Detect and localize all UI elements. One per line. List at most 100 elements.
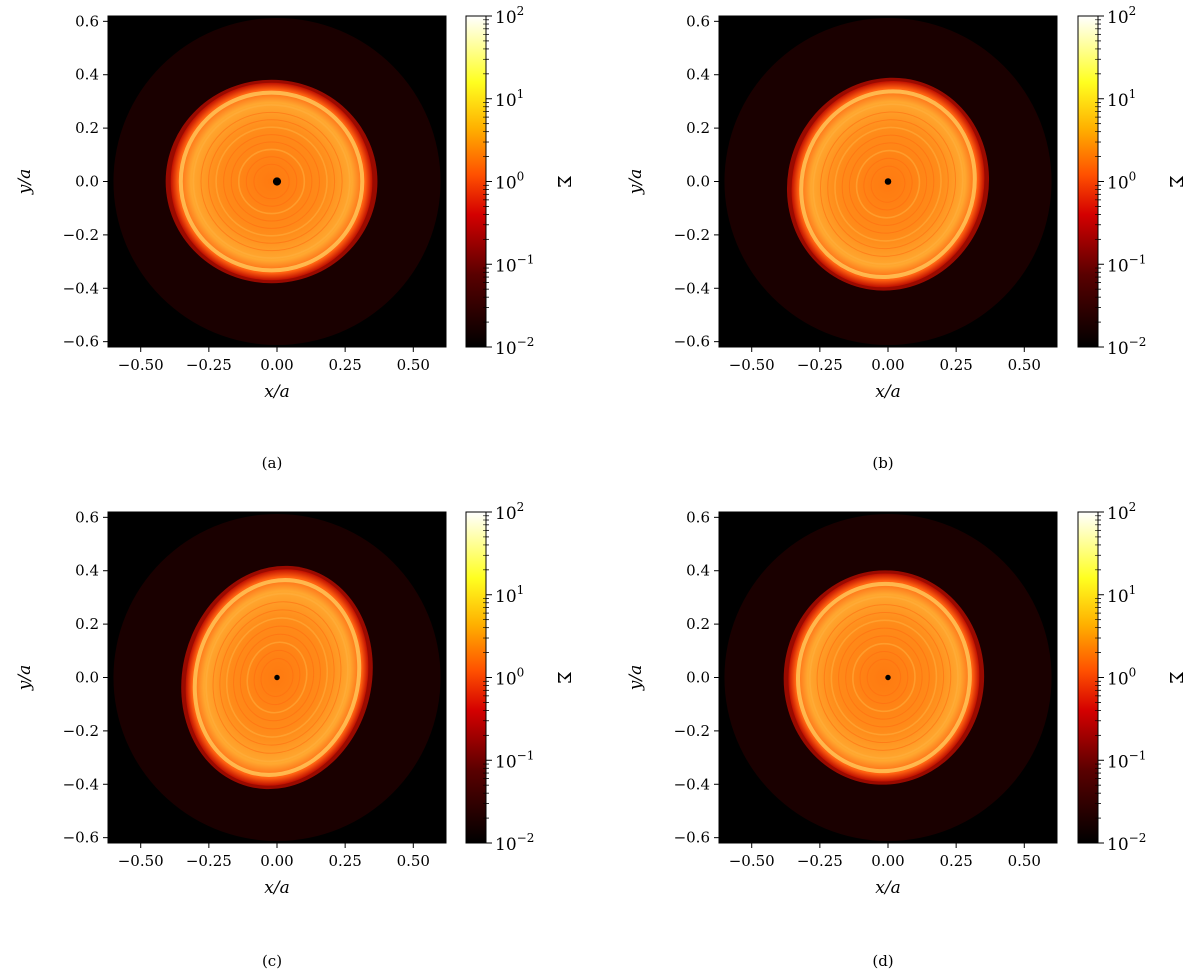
y-tick-label: 0.0 <box>75 173 99 191</box>
panel-caption: (d) <box>872 952 893 970</box>
disk-rim <box>799 89 977 279</box>
density-ring <box>212 601 342 754</box>
x-axis-label: x/a <box>875 878 900 898</box>
x-tick-label: −0.50 <box>729 852 775 870</box>
x-tick-label: −0.25 <box>797 356 843 374</box>
colorbar-tick-label: 10−2 <box>495 831 534 855</box>
colorbar-tick-label: 10−1 <box>495 748 534 772</box>
y-tick-label: 0.6 <box>75 508 99 526</box>
y-tick-label: 0.4 <box>686 562 710 580</box>
density-ring <box>848 142 928 226</box>
colorbar-tick-label: 10−2 <box>1107 335 1146 359</box>
density-ring <box>866 658 902 697</box>
colorbar-label: Σ <box>553 175 574 188</box>
disk-body <box>170 82 373 281</box>
y-tick-label: −0.2 <box>674 722 710 740</box>
y-tick-label: 0.2 <box>686 119 710 137</box>
density-ring <box>192 104 351 259</box>
y-tick-label: 0.6 <box>75 12 99 30</box>
colorbar-tick-label: 100 <box>495 666 524 690</box>
x-tick-label: −0.25 <box>186 356 232 374</box>
x-tick-label: −0.50 <box>118 852 164 870</box>
density-ring <box>233 625 321 730</box>
panel-caption: (c) <box>262 952 282 970</box>
disk-rim <box>192 578 362 777</box>
density-ring <box>852 642 916 713</box>
y-tick-label: 0.0 <box>686 669 710 687</box>
x-tick-label: 0.00 <box>260 356 293 374</box>
panel-a: −0.50 −0.25 0.00 0.25 0.50 0.6 0.4 0.2 0.0 −0.2 −0… <box>15 4 574 472</box>
colorbar-tick-label: 101 <box>495 583 524 607</box>
x-tick-label: 0.50 <box>397 852 430 870</box>
x-tick-label: −0.25 <box>797 852 843 870</box>
panel-d: −0.50 −0.25 0.00 0.25 0.50 0.6 0.4 0.2 0.0 −0.2 −0… <box>626 500 1186 970</box>
y-tick-label: −0.4 <box>63 775 99 793</box>
colorbar-label: Σ <box>553 671 574 684</box>
central-object <box>274 674 280 681</box>
x-tick-label: −0.50 <box>118 356 164 374</box>
colorbar-label: Σ <box>1165 175 1186 188</box>
density-ring <box>841 134 935 234</box>
panel-b: −0.50 −0.25 0.00 0.25 0.50 0.6 0.4 0.2 0.0 −0.2 −0… <box>626 4 1186 472</box>
x-tick-label: −0.25 <box>186 852 232 870</box>
x-tick-label: 0.00 <box>871 356 904 374</box>
colorbar-label: Σ <box>1165 671 1186 684</box>
y-tick-label: 0.4 <box>75 66 99 84</box>
density-ring <box>239 633 315 722</box>
x-axis-label: x/a <box>264 382 289 402</box>
density-ring <box>246 641 308 714</box>
density-ring <box>830 619 938 736</box>
density-ring <box>870 165 906 203</box>
y-tick-label: −0.6 <box>63 333 99 351</box>
colorbar-tick-label: 10−2 <box>495 335 534 359</box>
y-tick-label: 0.4 <box>686 66 710 84</box>
y-tick-label: −0.2 <box>63 226 99 244</box>
colorbar-tick-label: 102 <box>1107 4 1136 28</box>
y-tick-label: −0.4 <box>674 279 710 297</box>
x-axis-label: x/a <box>875 382 900 402</box>
x-tick-label: 0.25 <box>939 356 972 374</box>
x-tick-label: 0.50 <box>1008 356 1041 374</box>
x-tick-label: 0.25 <box>939 852 972 870</box>
y-axis-label: y/a <box>15 169 35 195</box>
colorbar-tick-label: 100 <box>495 170 524 194</box>
density-ring <box>237 148 306 215</box>
colorbar-tick-label: 10−1 <box>495 252 534 276</box>
disk-a <box>165 79 378 284</box>
density-ring <box>838 627 930 728</box>
y-tick-label: 0.0 <box>686 173 710 191</box>
x-tick-label: −0.50 <box>729 356 775 374</box>
density-ring <box>253 649 301 706</box>
y-tick-label: −0.2 <box>674 226 710 244</box>
y-tick-label: 0.6 <box>686 508 710 526</box>
y-tick-label: −0.2 <box>63 722 99 740</box>
y-tick-label: 0.6 <box>686 12 710 30</box>
density-ring <box>845 635 923 720</box>
y-tick-label: 0.2 <box>686 615 710 633</box>
density-ring <box>819 111 957 257</box>
y-tick-label: −0.4 <box>63 279 99 297</box>
density-ring <box>834 126 942 242</box>
x-tick-label: 0.25 <box>328 852 361 870</box>
colorbar-tick-label: 102 <box>495 500 524 524</box>
colorbar-tick-label: 101 <box>1107 583 1136 607</box>
density-ring <box>230 141 313 222</box>
disk-rim <box>795 581 972 774</box>
y-tick-label: 0.2 <box>75 615 99 633</box>
colorbar-tick-label: 102 <box>1107 500 1136 524</box>
y-tick-label: −0.6 <box>63 829 99 847</box>
panel-caption: (a) <box>262 454 283 472</box>
density-ring <box>225 617 329 738</box>
density-ring <box>827 119 949 250</box>
y-tick-label: 0.0 <box>75 669 99 687</box>
y-axis-label: y/a <box>626 665 646 691</box>
density-ring <box>863 157 913 211</box>
x-tick-label: 0.25 <box>328 356 361 374</box>
x-axis-label: x/a <box>264 878 289 898</box>
y-tick-label: −0.4 <box>674 775 710 793</box>
density-ring <box>812 103 964 265</box>
disk-d <box>783 570 985 785</box>
colorbar-tick-label: 10−1 <box>1107 252 1146 276</box>
colorbar-tick-label: 101 <box>1107 87 1136 111</box>
